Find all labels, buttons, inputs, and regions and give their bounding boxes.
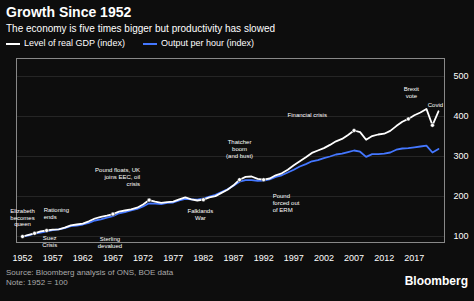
svg-text:1967: 1967 [103,253,123,263]
html-text:Output per hour (index): Output per hour (index) [160,38,254,48]
svg-text:Thatcherboom(and bust): Thatcherboom(and bust) [226,139,253,159]
svg-text:2012: 2012 [374,253,394,263]
svg-text:300: 300 [454,151,469,161]
svg-text:1952: 1952 [13,253,33,263]
svg-text:2002: 2002 [314,253,334,263]
svg-text:1957: 1957 [43,253,63,263]
html-text:Growth Since 1952: Growth Since 1952 [6,4,132,20]
svg-text:400: 400 [454,111,469,121]
html-text:The economy is five times bigg: The economy is five times bigger but pro… [6,23,275,34]
svg-text:200: 200 [454,191,469,201]
svg-text:Brexitvote: Brexitvote [404,86,420,99]
svg-text:1977: 1977 [163,253,183,263]
svg-text:1987: 1987 [223,253,243,263]
svg-text:1992: 1992 [254,253,274,263]
svg-text:Financial crisis: Financial crisis [288,112,327,118]
svg-text:500: 500 [454,71,469,81]
svg-text:1997: 1997 [284,253,304,263]
html-text:Source: Bloomberg analysis of: Source: Bloomberg analysis of ONS, BOE d… [6,268,174,287]
svg-text:1982: 1982 [193,253,213,263]
svg-text:Covid: Covid [428,102,443,108]
svg-text:2017: 2017 [404,253,424,263]
html-text:Level of real GDP (index): Level of real GDP (index) [24,38,125,48]
svg-text:SuezCrisis: SuezCrisis [42,235,57,248]
svg-text:Elizabethbecomesqueen: Elizabethbecomesqueen [10,208,35,228]
svg-text:1972: 1972 [133,253,153,263]
html-text:Bloomberg: Bloomberg [404,274,468,288]
svg-text:Rationingends: Rationingends [44,207,69,220]
svg-text:Pound floats, UKjoins EEC, oil: Pound floats, UKjoins EEC, oilcrisis [95,167,140,187]
svg-text:2007: 2007 [344,253,364,263]
svg-text:Poundforced outof ERM: Poundforced outof ERM [273,193,300,213]
svg-text:FalklandsWar: FalklandsWar [188,208,214,221]
svg-text:100: 100 [454,231,469,241]
svg-text:Sterlingdevalued: Sterlingdevalued [98,236,122,249]
svg-text:1962: 1962 [73,253,93,263]
